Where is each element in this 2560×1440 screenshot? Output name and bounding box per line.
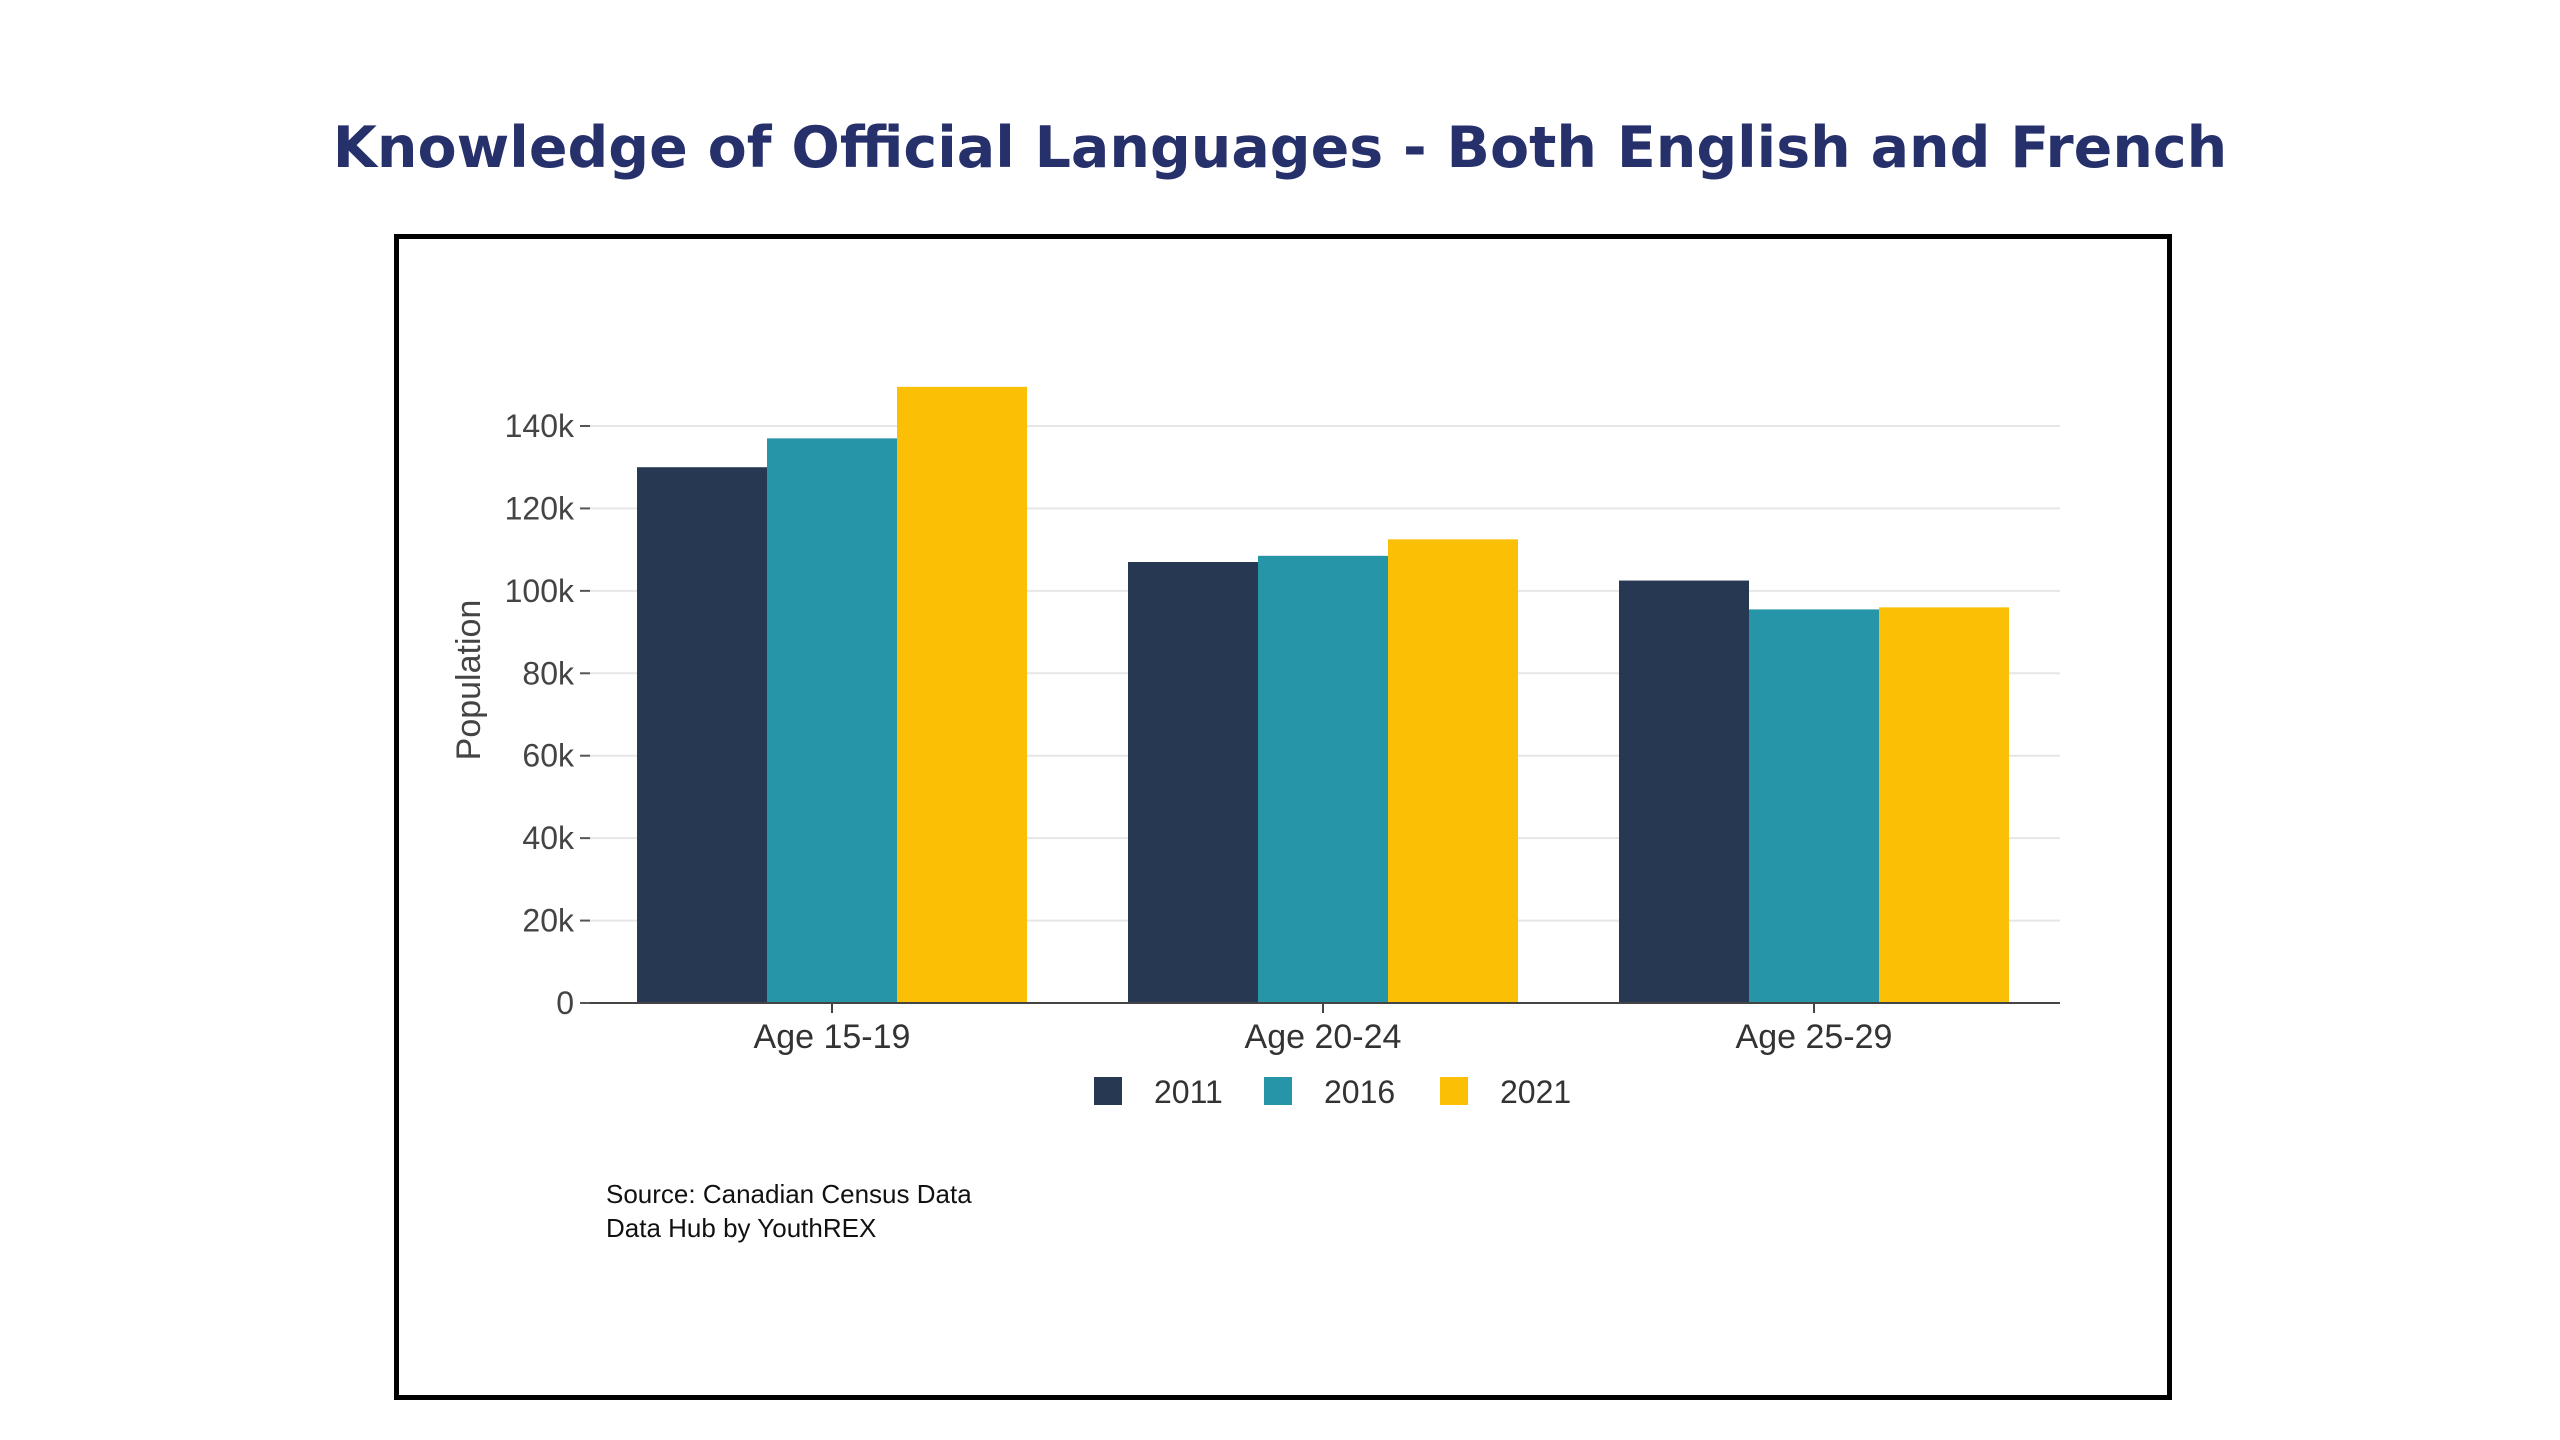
y-tick-label: 120k — [505, 490, 575, 526]
legend-label-2021: 2021 — [1500, 1074, 1571, 1110]
y-tick-label: 140k — [505, 408, 575, 444]
credit-line: Data Hub by YouthREX — [606, 1213, 877, 1243]
x-tick-label: Age 20-24 — [1245, 1018, 1402, 1056]
bar-2016-2 — [1749, 609, 1879, 1003]
source-note: Source: Canadian Census Data Data Hub by… — [606, 1177, 972, 1245]
bar-2021-2 — [1879, 607, 2009, 1003]
y-tick-label: 0 — [556, 985, 574, 1021]
y-tick-label: 100k — [505, 573, 575, 609]
y-tick-label: 60k — [522, 738, 575, 774]
bar-2011-0 — [637, 467, 767, 1003]
legend-label-2011: 2011 — [1154, 1074, 1223, 1110]
bar-2021-1 — [1388, 539, 1518, 1003]
bar-2011-1 — [1128, 562, 1258, 1003]
source-line: Source: Canadian Census Data — [606, 1179, 972, 1209]
legend-label-2016: 2016 — [1324, 1074, 1395, 1110]
bar-2016-1 — [1258, 555, 1388, 1003]
legend-swatch-2011 — [1094, 1077, 1122, 1105]
legend-swatch-2021 — [1440, 1077, 1468, 1105]
x-tick-label: Age 25-29 — [1736, 1018, 1893, 1056]
bar-2011-2 — [1619, 580, 1749, 1003]
y-tick-label: 40k — [522, 820, 575, 856]
legend-swatch-2016 — [1264, 1077, 1292, 1105]
y-axis-label: Population — [450, 600, 488, 761]
y-tick-label: 80k — [522, 655, 575, 691]
bar-2021-0 — [897, 386, 1027, 1003]
y-tick-label: 20k — [522, 903, 575, 939]
bar-2016-0 — [767, 438, 897, 1004]
page-title: Knowledge of Official Languages - Both E… — [332, 115, 2228, 181]
x-tick-label: Age 15-19 — [754, 1018, 911, 1056]
